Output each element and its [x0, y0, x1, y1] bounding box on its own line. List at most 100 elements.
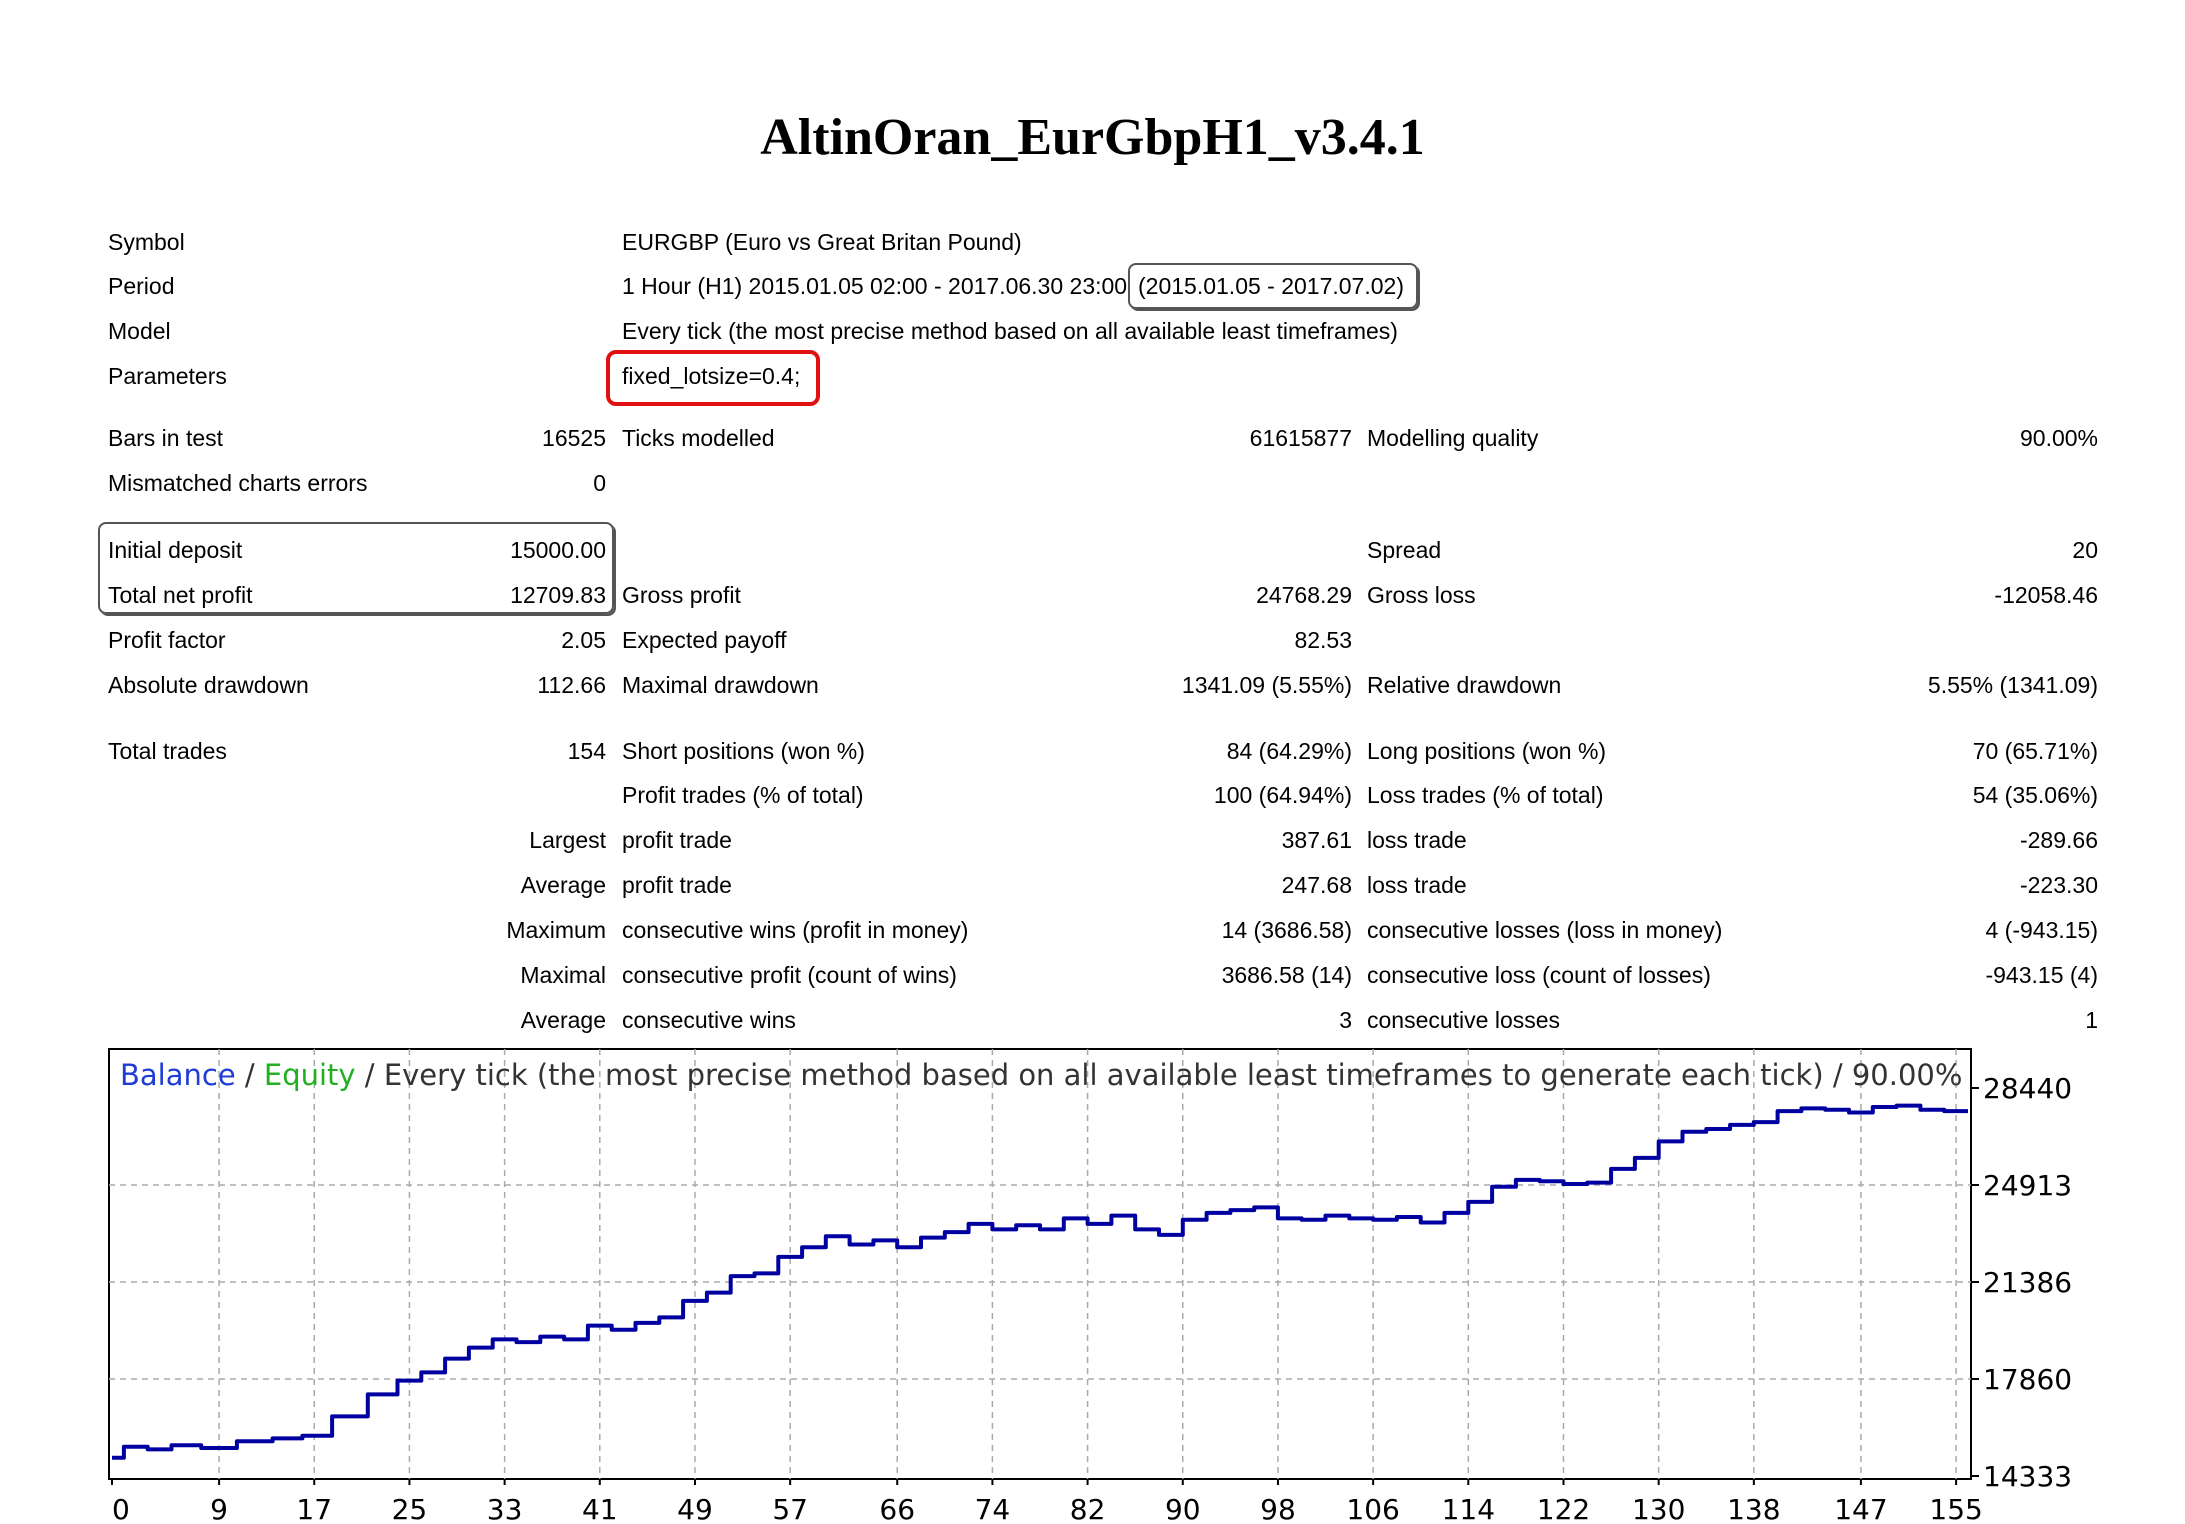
average-loss-label: loss trade — [1367, 872, 1467, 898]
y-tick-label: 21386 — [1983, 1266, 2072, 1299]
profit-factor-label: Profit factor — [108, 627, 226, 653]
average-consec-wins-value: 3 — [1339, 1007, 1352, 1033]
total-net-profit-label: Total net profit — [108, 582, 253, 608]
short-positions-value: 84 (64.29%) — [1226, 738, 1352, 764]
x-tick-label: 114 — [1442, 1493, 1495, 1524]
model-value: Every tick (the most precise method base… — [622, 318, 1398, 344]
x-tick-label: 90 — [1165, 1493, 1201, 1524]
y-tick-label: 14333 — [1983, 1460, 2072, 1493]
maximal-prefix: Maximal — [520, 962, 606, 988]
total-trades-value: 154 — [567, 738, 606, 764]
initial-deposit-label: Initial deposit — [108, 537, 243, 563]
balance-chart: 28440 24913 21386 17860 14333 0 9 17 25 33 41 49 57… — [108, 1048, 2072, 1524]
model-label: Model — [108, 318, 171, 344]
long-positions-label: Long positions (won %) — [1367, 738, 1607, 764]
y-tick-label: 24913 — [1983, 1169, 2072, 1202]
profit-factor-value: 2.05 — [561, 627, 606, 653]
period-range: (2015.01.05 - 2017.07.02) — [1138, 273, 1404, 299]
relative-drawdown-value: 5.55% (1341.09) — [1927, 672, 2098, 698]
gross-profit-value: 24768.29 — [1256, 582, 1352, 608]
chart-x-ticks: 0 9 17 25 33 41 49 57 66 74 82 90 98 106 114 122 130 138 1… — [111, 1479, 1983, 1524]
x-tick-label: 9 — [210, 1493, 228, 1524]
largest-profit-label: profit trade — [622, 827, 732, 853]
legend-description: Every tick (the most precise method base… — [384, 1058, 1963, 1092]
largest-loss-label: loss trade — [1367, 827, 1467, 853]
maximal-drawdown-label: Maximal drawdown — [622, 672, 819, 698]
parameters-highlight — [606, 350, 820, 406]
x-tick-label: 25 — [392, 1493, 428, 1524]
x-tick-label: 33 — [487, 1493, 523, 1524]
x-tick-label: 98 — [1260, 1493, 1296, 1524]
average-consec-wins-label: consecutive wins — [622, 1007, 796, 1033]
maximum-loss-label: consecutive losses (loss in money) — [1367, 917, 1723, 943]
expected-payoff-value: 82.53 — [1294, 627, 1352, 653]
legend-sep-2: / — [356, 1058, 384, 1092]
maximal-loss-label: consecutive loss (count of losses) — [1367, 962, 1711, 988]
maximum-profit-label: consecutive wins (profit in money) — [622, 917, 969, 943]
x-tick-label: 130 — [1632, 1493, 1685, 1524]
chart-legend: Balance / Equity / Every tick (the most … — [120, 1058, 1962, 1092]
average-profit-label: profit trade — [622, 872, 732, 898]
profit-trades-value: 100 (64.94%) — [1213, 782, 1352, 808]
ticks-modelled-value: 61615877 — [1249, 425, 1352, 451]
largest-loss-value: -289.66 — [2019, 827, 2098, 853]
period-range-box — [1128, 263, 1418, 309]
period-label: Period — [108, 273, 175, 299]
maximum-profit-value: 14 (3686.58) — [1221, 917, 1352, 943]
y-tick-label: 28440 — [1983, 1072, 2072, 1105]
maximum-loss-value: 4 (-943.15) — [1985, 917, 2098, 943]
deposit-box — [98, 522, 614, 614]
y-tick-label: 17860 — [1983, 1363, 2072, 1396]
symbol-value: EURGBP (Euro vs Great Britan Pound) — [622, 229, 1022, 255]
absolute-drawdown-label: Absolute drawdown — [108, 672, 309, 698]
x-tick-label: 74 — [975, 1493, 1011, 1524]
maximal-drawdown-value: 1341.09 (5.55%) — [1181, 672, 1352, 698]
gross-profit-label: Gross profit — [622, 582, 741, 608]
short-positions-label: Short positions (won %) — [622, 738, 865, 764]
maximal-profit-label: consecutive profit (count of wins) — [622, 962, 957, 988]
modelling-quality-value: 90.00% — [2019, 425, 2098, 451]
legend-sep-1: / — [236, 1058, 264, 1092]
initial-deposit-value: 15000.00 — [510, 537, 606, 563]
x-tick-label: 138 — [1727, 1493, 1780, 1524]
series-line-balance — [112, 1103, 1968, 1460]
chart-plot-area — [108, 1048, 1972, 1480]
legend-equity: Equity — [264, 1058, 356, 1092]
x-tick-label: 122 — [1537, 1493, 1590, 1524]
total-trades-label: Total trades — [108, 738, 227, 764]
x-tick-label: 49 — [677, 1493, 713, 1524]
relative-drawdown-label: Relative drawdown — [1367, 672, 1562, 698]
gross-loss-label: Gross loss — [1367, 582, 1476, 608]
ticks-modelled-label: Ticks modelled — [622, 425, 775, 451]
period-value: 1 Hour (H1) 2015.01.05 02:00 - 2017.06.3… — [622, 273, 1128, 299]
chart-series — [112, 1103, 1968, 1460]
x-tick-label: 106 — [1346, 1493, 1399, 1524]
absolute-drawdown-value: 112.66 — [537, 672, 606, 698]
average-consec-prefix: Average — [520, 1007, 606, 1033]
mismatched-label: Mismatched charts errors — [108, 470, 368, 496]
profit-trades-label: Profit trades (% of total) — [622, 782, 864, 808]
spread-label: Spread — [1367, 537, 1442, 563]
bars-in-test-label: Bars in test — [108, 425, 224, 451]
maximal-profit-value: 3686.58 (14) — [1221, 962, 1352, 988]
parameters-label: Parameters — [108, 363, 227, 389]
gross-loss-value: -12058.46 — [1994, 582, 2098, 608]
x-tick-label: 155 — [1929, 1493, 1982, 1524]
legend-balance: Balance — [120, 1058, 236, 1092]
maximal-loss-value: -943.15 (4) — [1985, 962, 2098, 988]
spread-value: 20 — [2072, 537, 2098, 563]
modelling-quality-label: Modelling quality — [1367, 425, 1539, 451]
mismatched-value: 0 — [593, 470, 606, 496]
x-tick-label: 147 — [1834, 1493, 1887, 1524]
expected-payoff-label: Expected payoff — [622, 627, 787, 653]
report-title: AltinOran_EurGbpH1_v3.4.1 — [760, 109, 1425, 166]
long-positions-value: 70 (65.71%) — [1972, 738, 2098, 764]
chart-y-ticks: 28440 24913 21386 17860 14333 — [1971, 1072, 2072, 1493]
loss-trades-value: 54 (35.06%) — [1972, 782, 2098, 808]
largest-prefix: Largest — [529, 827, 606, 853]
maximum-prefix: Maximum — [506, 917, 606, 943]
loss-trades-label: Loss trades (% of total) — [1367, 782, 1604, 808]
x-tick-label: 57 — [772, 1493, 808, 1524]
average-prefix: Average — [520, 872, 606, 898]
x-tick-label: 41 — [582, 1493, 618, 1524]
